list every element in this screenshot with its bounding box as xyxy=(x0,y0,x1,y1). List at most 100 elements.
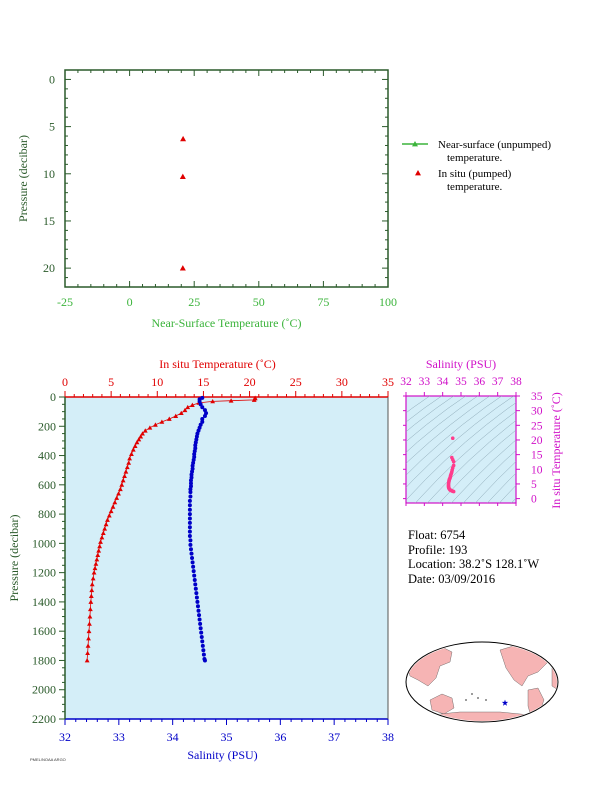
x-tick-label: 0 xyxy=(127,295,133,309)
float-position-star-icon xyxy=(501,699,509,706)
temperature-point xyxy=(159,419,165,424)
pressure-tick-label: 1600 xyxy=(32,624,56,638)
legend-marker-pumped xyxy=(415,170,421,176)
salinity-point xyxy=(190,556,195,560)
temperature-point xyxy=(85,650,91,656)
density-contour-line xyxy=(451,439,516,503)
ts-point xyxy=(450,436,455,441)
density-contour-line xyxy=(406,396,503,476)
island-dot xyxy=(471,693,473,695)
temperature-point xyxy=(142,428,148,433)
pressure-tick-label: 2000 xyxy=(32,683,56,697)
salinity-point xyxy=(200,643,205,648)
temperature-point xyxy=(89,587,95,593)
temperature-point xyxy=(99,535,105,540)
temperature-point xyxy=(84,658,90,663)
ts-x-tick-label: 38 xyxy=(510,376,522,388)
salinity-tick-label: 32 xyxy=(59,730,71,744)
temperature-point xyxy=(173,413,179,418)
temperature-point xyxy=(92,565,98,571)
profile-plot-area xyxy=(65,397,388,719)
salinity-point xyxy=(194,595,199,600)
density-contour-line xyxy=(427,420,516,503)
salinity-point xyxy=(191,564,196,569)
australia-land xyxy=(429,693,455,715)
temperature-point xyxy=(106,513,112,518)
salinity-axis-label: Salinity (PSU) xyxy=(187,748,257,762)
density-contour-line xyxy=(439,429,516,503)
temperature-point xyxy=(136,437,142,442)
salinity-point xyxy=(189,472,194,477)
temperature-point xyxy=(89,581,95,587)
temp-tick-label: 15 xyxy=(197,375,209,389)
temperature-point xyxy=(93,561,99,566)
ts-x-tick-label: 36 xyxy=(474,376,486,388)
salinity-tick-label: 38 xyxy=(382,730,394,744)
salinity-point xyxy=(197,613,202,618)
density-contour-line xyxy=(463,450,516,503)
salinity-point xyxy=(188,481,193,486)
temperature-point xyxy=(91,570,97,575)
salinity-point xyxy=(200,419,205,424)
profile-date: Date: 03/09/2016 xyxy=(408,571,496,586)
temp-tick-label: 10 xyxy=(151,375,163,389)
salinity-point xyxy=(195,604,200,609)
salinity-point xyxy=(187,534,192,539)
temperature-point xyxy=(86,628,92,634)
salinity-point xyxy=(194,591,199,596)
map-land-group xyxy=(407,643,557,721)
density-contour-line xyxy=(406,396,515,488)
ts-x-axis-label: Salinity (PSU) xyxy=(426,357,496,371)
temperature-point xyxy=(102,526,108,531)
temp-tick-label: 35 xyxy=(382,375,394,389)
salinity-point xyxy=(193,443,198,448)
legend-label-pumped: In situ (pumped) xyxy=(438,168,512,180)
salinity-point xyxy=(189,551,194,556)
temperature-point xyxy=(100,530,106,536)
temperature-point xyxy=(87,621,92,626)
pressure-tick-label: 1400 xyxy=(32,595,56,609)
temperature-point xyxy=(114,495,120,500)
y-tick-label: 15 xyxy=(43,214,55,228)
salinity-tick-label: 36 xyxy=(274,730,286,744)
salinity-point xyxy=(196,608,201,613)
float-info: Float: 6754 Profile: 193 Location: 38.2˚… xyxy=(408,528,539,586)
ts-x-tick-label: 33 xyxy=(419,376,431,388)
profile-y-axis-label: Pressure (decibar) xyxy=(7,515,21,602)
salinity-tick-label: 35 xyxy=(221,730,233,744)
salinity-point xyxy=(187,525,192,530)
ts-point xyxy=(451,489,456,494)
temperature-point xyxy=(123,469,129,474)
salinity-point xyxy=(198,621,203,626)
salinity-point xyxy=(190,463,195,468)
temperature-point xyxy=(86,636,91,641)
temperature-point xyxy=(97,543,103,549)
temperature-point xyxy=(127,456,132,461)
temp-tick-label: 30 xyxy=(336,375,348,389)
in-situ-temp-point xyxy=(180,135,187,142)
ts-y-tick-label: 0 xyxy=(531,494,537,506)
density-contour-line xyxy=(406,396,491,464)
temperature-point xyxy=(129,451,134,457)
x-tick-label: -25 xyxy=(57,295,73,309)
temperature-point xyxy=(110,504,116,509)
temperature-point xyxy=(228,398,234,403)
temperature-point xyxy=(108,508,114,514)
legend-label-unpumped: Near-surface (unpumped) xyxy=(438,139,551,151)
near-surface-x-axis-label: Near-Surface Temperature (˚C) xyxy=(152,316,302,330)
legend-label-pumped-cont: temperature. xyxy=(447,181,503,193)
density-contour-line xyxy=(406,396,431,414)
ts-y-tick-label: 30 xyxy=(531,406,543,418)
temperature-point xyxy=(132,443,138,448)
density-contours xyxy=(406,396,516,503)
x-tick-label: 100 xyxy=(379,295,397,309)
salinity-point xyxy=(187,529,192,534)
salinity-point xyxy=(195,599,200,604)
temperature-point xyxy=(116,491,121,496)
temperature-point xyxy=(251,397,257,402)
pressure-tick-label: 800 xyxy=(38,507,56,521)
temperature-point xyxy=(94,557,100,562)
salinity-point xyxy=(187,503,192,508)
salinity-point xyxy=(199,630,204,635)
